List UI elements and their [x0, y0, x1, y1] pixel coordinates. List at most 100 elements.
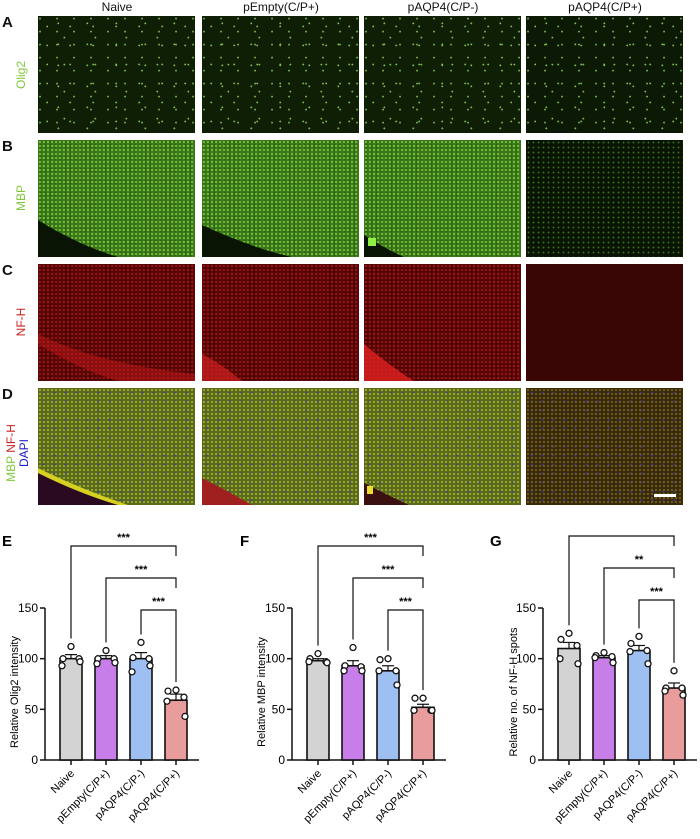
- data-point: [129, 654, 137, 662]
- column-title-paqp4-cp-plus: pAQP4(C/P+): [568, 0, 642, 14]
- column-title-paqp4-cp-minus: pAQP4(C/P-): [407, 0, 479, 14]
- data-point: [591, 654, 599, 662]
- data-point: [392, 667, 400, 675]
- data-point: [59, 655, 67, 663]
- data-point: [609, 659, 617, 667]
- data-point: [661, 687, 669, 695]
- data-point: [419, 694, 427, 702]
- chart-f: F 0 50 100 150 Relative MBP intensity Naive pEm…: [232, 528, 467, 834]
- significance-bracket: [105, 577, 177, 643]
- data-point: [164, 687, 172, 695]
- significance-label: ***: [650, 586, 664, 598]
- bar: [164, 699, 188, 761]
- data-point: [349, 643, 357, 652]
- label-dapi: DAPI: [17, 439, 31, 468]
- data-point: [76, 658, 84, 666]
- micrograph-olig2-naive: [38, 16, 195, 133]
- panel-letter-c: C: [2, 262, 13, 279]
- data-point: [410, 706, 418, 714]
- micrograph-merge-paqp4-cp-plus: [526, 388, 683, 505]
- data-point: [305, 658, 313, 666]
- row-label-merge: MBP NF-H DAPI: [4, 413, 31, 493]
- micrograph-nfh-naive: [38, 264, 195, 381]
- column-title-pempty: pEmpty(C/P+): [243, 0, 319, 14]
- data-point: [102, 646, 110, 655]
- data-point: [145, 655, 153, 663]
- data-point: [93, 660, 101, 668]
- panel-letter-d: D: [2, 386, 13, 403]
- y-tick-label: 50: [272, 702, 286, 716]
- significance-label: ***: [152, 596, 166, 608]
- chart-g: G 0 50 100 150 Relative no. of NF-H spots Naiv…: [465, 522, 700, 834]
- y-tick-label: 150: [516, 601, 536, 615]
- data-point: [556, 655, 564, 663]
- data-point: [627, 639, 635, 648]
- data-point: [180, 693, 188, 701]
- micrograph-nfh-paqp4-cp-minus: [364, 264, 521, 381]
- bar: [341, 664, 365, 761]
- y-tick-label: 100: [516, 652, 536, 666]
- bar: [662, 687, 686, 761]
- significance-label: ***: [117, 532, 131, 544]
- y-axis-label: Relative MBP intensity: [256, 637, 268, 747]
- data-point: [573, 641, 581, 650]
- data-point: [137, 638, 145, 647]
- y-tick-label: 0: [529, 753, 536, 767]
- data-point: [67, 642, 75, 651]
- bar: [94, 657, 118, 761]
- data-point: [163, 697, 171, 705]
- bar: [59, 657, 83, 761]
- data-point: [626, 647, 634, 656]
- bar: [306, 659, 330, 761]
- significance-label: **: [635, 554, 644, 566]
- micrograph-nfh-paqp4-cp-plus: [526, 264, 683, 381]
- y-tick-label: 100: [18, 652, 38, 666]
- data-point: [428, 706, 436, 714]
- micrograph-mbp-paqp4-cp-minus: [364, 140, 521, 257]
- data-point: [323, 659, 331, 667]
- significance-label: ***: [615, 528, 629, 534]
- label-nfh: NF-H: [4, 424, 18, 453]
- data-point: [678, 684, 686, 692]
- bar: [411, 706, 435, 761]
- panel-letter: G: [490, 533, 502, 550]
- y-tick-label: 150: [18, 601, 38, 615]
- significance-label: ***: [382, 564, 396, 576]
- data-point: [172, 686, 180, 694]
- label-mbp: MBP: [4, 456, 18, 482]
- micrograph-mbp-paqp4-cp-plus: [526, 140, 683, 257]
- row-label-nfh: NF-H: [14, 307, 28, 337]
- y-tick-label: 0: [278, 753, 285, 767]
- significance-bracket: [70, 545, 177, 639]
- significance-label: ***: [399, 596, 413, 608]
- data-point: [375, 667, 383, 675]
- y-tick-label: 0: [31, 753, 38, 767]
- x-tick-label: Naive: [547, 768, 575, 796]
- data-point: [411, 694, 419, 702]
- y-tick-label: 50: [25, 702, 39, 716]
- row-label-mbp: MBP: [14, 185, 28, 212]
- micrograph-olig2-pempty: [202, 16, 359, 133]
- data-point: [679, 691, 687, 699]
- data-point: [635, 632, 643, 641]
- data-point: [644, 660, 652, 668]
- significance-bracket: [568, 535, 675, 626]
- bar: [592, 656, 616, 761]
- data-point: [565, 629, 573, 637]
- significance-label: ***: [135, 564, 149, 576]
- panel-letter-b: B: [2, 138, 13, 155]
- significance-label: ***: [364, 532, 378, 544]
- data-point: [58, 662, 66, 670]
- x-tick-label: Naive: [296, 768, 324, 796]
- data-point: [340, 667, 348, 675]
- significance-bracket: [603, 567, 675, 645]
- data-point: [128, 668, 136, 676]
- significance-bracket: [352, 577, 424, 640]
- micrograph-mbp-pempty: [202, 140, 359, 257]
- significance-bracket: [638, 599, 675, 663]
- micrograph-nfh-pempty: [202, 264, 359, 381]
- column-title-naive: Naive: [101, 0, 133, 14]
- chart-e: E 0 50 100 150 Relative Olig2 intensity Naive p…: [0, 528, 235, 834]
- data-point: [358, 667, 366, 675]
- panel-letter: F: [240, 533, 249, 550]
